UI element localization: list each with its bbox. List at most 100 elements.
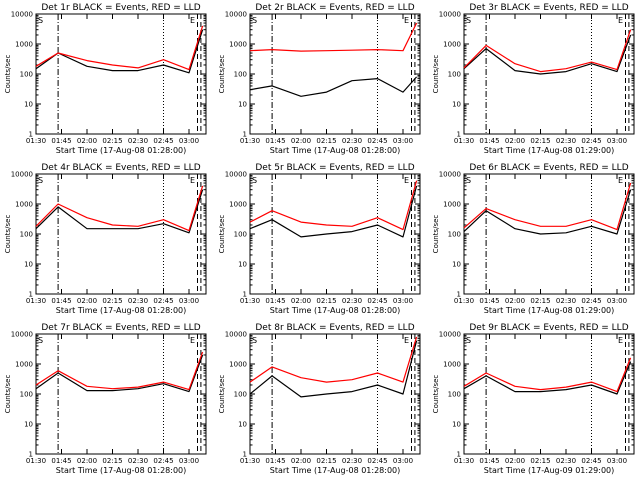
axis-frame bbox=[249, 173, 421, 295]
x-axis-label: Start Time (17-Aug-09 01:29:00) bbox=[484, 466, 615, 475]
y-axis-label: Counts/sec bbox=[432, 375, 440, 414]
y-tick-label: 10000 bbox=[225, 171, 247, 179]
corner-label: E bbox=[190, 336, 195, 345]
x-tick-label: 02:15 bbox=[102, 137, 122, 145]
panel-det-9: Det 9r BLACK = Events, RED = LLD 1 10 100 10… bbox=[432, 323, 635, 475]
series-line-lld bbox=[35, 351, 204, 391]
x-tick-label: 02:30 bbox=[556, 457, 576, 465]
corner-label: E bbox=[190, 176, 195, 185]
y-tick-label: 1000 bbox=[15, 41, 33, 49]
x-tick-label: 01:45 bbox=[479, 137, 499, 145]
panel-det-4: Det 4r BLACK = Events, RED = LLD 1 10 100 10… bbox=[4, 163, 207, 315]
series-line-events bbox=[249, 185, 418, 238]
y-tick-label: 1 bbox=[29, 451, 33, 459]
panel-det-2: Det 2r BLACK = Events, RED = LLD 1 10 100 10… bbox=[218, 3, 421, 155]
x-tick-label: 02:00 bbox=[505, 457, 525, 465]
x-tick-label: 02:45 bbox=[367, 137, 387, 145]
x-tick-label: 01:45 bbox=[51, 297, 71, 305]
y-tick-label: 100 bbox=[448, 71, 461, 79]
x-tick-label: 01:45 bbox=[265, 457, 285, 465]
x-tick-label: 02:00 bbox=[77, 137, 97, 145]
corner-label: S bbox=[466, 16, 471, 25]
corner-label: E bbox=[618, 176, 623, 185]
corner-label: S bbox=[466, 176, 471, 185]
x-axis-label: Start Time (17-Aug-08 01:28:00) bbox=[56, 466, 187, 475]
corner-label: S bbox=[252, 176, 257, 185]
x-tick-label: 02:30 bbox=[342, 137, 362, 145]
x-tick-label: 03:00 bbox=[607, 457, 627, 465]
x-tick-label: 01:30 bbox=[26, 457, 46, 465]
y-tick-label: 1 bbox=[29, 131, 33, 139]
x-tick-label: 01:45 bbox=[479, 457, 499, 465]
panel-det-7: Det 7r BLACK = Events, RED = LLD 1 10 100 10… bbox=[4, 323, 207, 475]
y-tick-label: 10000 bbox=[11, 171, 33, 179]
panel-title: Det 1r BLACK = Events, RED = LLD bbox=[41, 3, 200, 13]
corner-label: S bbox=[252, 16, 257, 25]
y-axis-label: Counts/sec bbox=[432, 55, 440, 94]
y-tick-label: 10 bbox=[238, 261, 247, 269]
axis-frame bbox=[463, 333, 635, 455]
panel-title: Det 8r BLACK = Events, RED = LLD bbox=[255, 323, 414, 333]
x-tick-label: 01:45 bbox=[265, 137, 285, 145]
series-line-lld bbox=[35, 25, 204, 71]
corner-label: S bbox=[38, 176, 43, 185]
x-tick-label: 03:00 bbox=[607, 297, 627, 305]
x-tick-label: 02:45 bbox=[367, 457, 387, 465]
y-axis-label: Counts/sec bbox=[4, 215, 12, 254]
axis-frame bbox=[249, 13, 421, 135]
axis-frame bbox=[35, 13, 207, 135]
y-tick-label: 1 bbox=[243, 131, 247, 139]
y-tick-label: 1 bbox=[457, 291, 461, 299]
corner-label: E bbox=[190, 16, 195, 25]
panel-det-6: Det 6r BLACK = Events, RED = LLD 1 10 100 10… bbox=[432, 163, 635, 315]
x-tick-label: 01:45 bbox=[51, 457, 71, 465]
panel-det-8: Det 8r BLACK = Events, RED = LLD 1 10 100 10… bbox=[218, 323, 421, 475]
y-tick-label: 10000 bbox=[11, 11, 33, 19]
y-tick-label: 100 bbox=[234, 71, 247, 79]
x-tick-label: 02:00 bbox=[77, 297, 97, 305]
corner-label: E bbox=[404, 176, 409, 185]
y-tick-label: 1000 bbox=[229, 41, 247, 49]
y-tick-label: 100 bbox=[20, 231, 33, 239]
x-tick-label: 02:45 bbox=[581, 297, 601, 305]
x-tick-label: 02:15 bbox=[102, 297, 122, 305]
panel-title: Det 3r BLACK = Events, RED = LLD bbox=[469, 3, 628, 13]
y-tick-label: 100 bbox=[20, 391, 33, 399]
x-tick-label: 02:15 bbox=[530, 297, 550, 305]
axis-frame bbox=[35, 333, 207, 455]
x-tick-label: 01:30 bbox=[454, 137, 474, 145]
x-tick-label: 03:00 bbox=[393, 457, 413, 465]
x-tick-label: 02:30 bbox=[556, 297, 576, 305]
x-tick-label: 02:00 bbox=[291, 137, 311, 145]
x-tick-label: 02:00 bbox=[77, 457, 97, 465]
x-tick-label: 03:00 bbox=[179, 137, 199, 145]
x-tick-label: 02:30 bbox=[128, 297, 148, 305]
y-tick-label: 10 bbox=[452, 421, 461, 429]
y-axis-label: Counts/sec bbox=[218, 375, 226, 414]
x-tick-label: 02:30 bbox=[556, 137, 576, 145]
x-tick-label: 02:15 bbox=[530, 457, 550, 465]
y-tick-label: 10 bbox=[24, 421, 33, 429]
x-tick-label: 03:00 bbox=[179, 457, 199, 465]
x-tick-label: 01:30 bbox=[26, 297, 46, 305]
panel-det-5: Det 5r BLACK = Events, RED = LLD 1 10 100 10… bbox=[218, 163, 421, 315]
y-tick-label: 10000 bbox=[225, 11, 247, 19]
y-tick-label: 1000 bbox=[443, 361, 461, 369]
y-tick-label: 10 bbox=[452, 101, 461, 109]
corner-label: E bbox=[404, 16, 409, 25]
x-tick-label: 02:45 bbox=[153, 137, 173, 145]
series-line-events bbox=[249, 76, 418, 97]
x-tick-label: 01:30 bbox=[454, 457, 474, 465]
panel-title: Det 9r BLACK = Events, RED = LLD bbox=[469, 323, 628, 333]
series-line-events bbox=[249, 340, 418, 398]
y-tick-label: 1000 bbox=[15, 201, 33, 209]
x-tick-label: 02:15 bbox=[102, 457, 122, 465]
x-axis-label: Start Time (17-Aug-08 01:28:00) bbox=[56, 306, 187, 315]
x-tick-label: 01:30 bbox=[240, 297, 260, 305]
series-line-events bbox=[35, 354, 204, 393]
x-tick-label: 02:15 bbox=[316, 137, 336, 145]
y-tick-label: 10000 bbox=[11, 331, 33, 339]
panel-title: Det 6r BLACK = Events, RED = LLD bbox=[469, 163, 628, 173]
y-tick-label: 10 bbox=[24, 101, 33, 109]
